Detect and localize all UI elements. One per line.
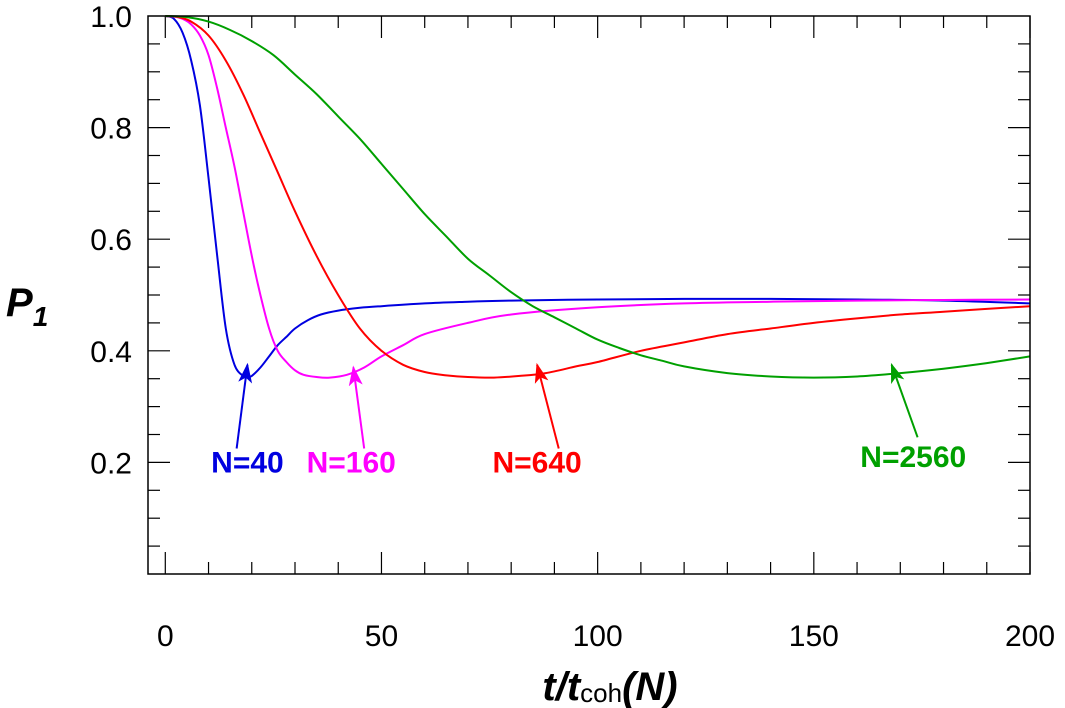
y-axis-title: P1 <box>6 281 48 332</box>
x-tick-label: 200 <box>1005 620 1055 653</box>
x-tick-label: 0 <box>157 620 174 653</box>
y-axis-title-main: P <box>6 281 33 325</box>
series-lines <box>164 15 1031 379</box>
series-line-n-40 <box>164 15 1031 379</box>
y-tick-label: 1.0 <box>90 1 132 34</box>
series-line-n-160 <box>165 15 1031 379</box>
annotation-arrow <box>235 362 253 449</box>
plot-frame <box>147 15 1031 575</box>
series-label: N=2560 <box>860 441 966 474</box>
series-line-n-2560 <box>165 15 1031 379</box>
x-axis-title-main: t/t <box>542 665 581 708</box>
y-tick-label: 0.8 <box>90 113 132 146</box>
series-line-n-640 <box>165 15 1031 379</box>
annotation-arrow <box>534 362 560 449</box>
series-label: N=640 <box>492 446 581 479</box>
y-axis-title-sub: 1 <box>33 301 49 332</box>
x-tick-label: 100 <box>573 620 623 653</box>
y-tick-label: 0.6 <box>90 224 132 257</box>
y-tick-labels: 0.2 0.4 0.6 0.8 1.0 <box>90 1 132 480</box>
x-axis-title-suffix: (N) <box>622 665 678 708</box>
x-axis-title-sub: coh <box>580 678 622 708</box>
y-tick-label: 0.4 <box>90 336 132 369</box>
series-annotations: N=40 N=160 N=640 N=2560 <box>211 362 966 479</box>
x-tick-label: 50 <box>365 620 398 653</box>
axis-ticks <box>148 16 1031 574</box>
annotation-arrow <box>348 365 366 449</box>
y-tick-label: 0.2 <box>90 447 132 480</box>
x-tick-label: 150 <box>789 620 839 653</box>
x-axis-title: t/tcoh(N) <box>542 665 677 708</box>
series-label: N=40 <box>211 446 284 479</box>
series-label: N=160 <box>307 446 396 479</box>
annotation-arrow <box>890 362 919 438</box>
x-tick-labels: 0 50 100 150 200 <box>157 620 1055 653</box>
